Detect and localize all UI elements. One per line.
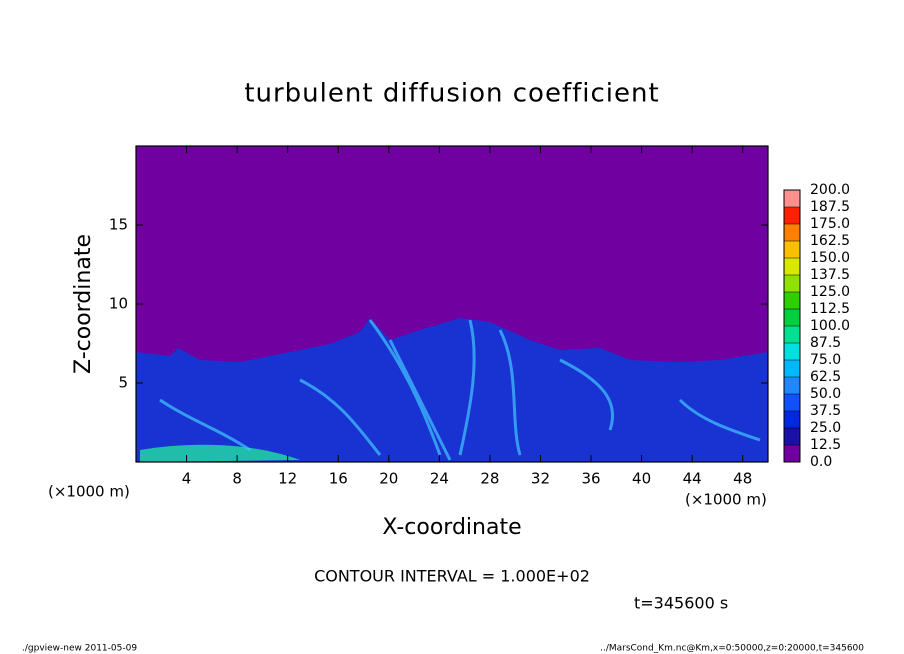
x-tick-label: 40	[632, 470, 651, 488]
footer-left: ./gpview-new 2011-05-09	[22, 644, 137, 654]
x-tick-label: 36	[581, 470, 600, 488]
colorbar-band	[784, 275, 800, 292]
colorbar-label: 150.0	[810, 250, 850, 266]
colorbar-band	[784, 190, 800, 207]
x-tick-label: 48	[733, 470, 752, 488]
annotation: t=345600 s	[634, 594, 728, 613]
x-tick-label: 8	[232, 470, 242, 488]
annotation: CONTOUR INTERVAL = 1.000E+02	[314, 567, 590, 586]
colorbar-label: 187.5	[810, 199, 850, 215]
colorbar-label: 0.0	[810, 454, 832, 470]
colorbar-band	[784, 445, 800, 462]
field-turbulence	[140, 444, 300, 462]
y-unit-label: (×1000 m)	[48, 483, 130, 501]
colorbar-label: 12.5	[810, 437, 841, 453]
colorbar-label: 162.5	[810, 233, 850, 249]
colorbar-label: 112.5	[810, 301, 850, 317]
y-tick-label: 5	[118, 374, 128, 392]
colorbar-label: 137.5	[810, 267, 850, 283]
colorbar-band	[784, 207, 800, 224]
colorbar-band	[784, 326, 800, 343]
x-tick-label: 20	[379, 470, 398, 488]
x-tick-label: 28	[480, 470, 499, 488]
colorbar-band	[784, 428, 800, 445]
colorbar-band	[784, 258, 800, 275]
field-plumes	[159, 319, 761, 461]
colorbar-label: 75.0	[810, 352, 841, 368]
colorbar-label: 50.0	[810, 386, 841, 402]
colorbar-label: 125.0	[810, 284, 850, 300]
x-tick-label: 4	[182, 470, 192, 488]
colorbar-band	[784, 360, 800, 377]
colorbar-band	[784, 377, 800, 394]
x-unit-label: (×1000 m)	[685, 491, 767, 509]
colorbar-band	[784, 411, 800, 428]
colorbar-label: 62.5	[810, 369, 841, 385]
y-axis-label: Z-coordinate	[71, 234, 96, 374]
colorbar-band	[784, 343, 800, 360]
colorbar-band	[784, 292, 800, 309]
y-tick-label: 10	[109, 295, 128, 313]
x-tick-label: 12	[278, 470, 297, 488]
colorbar-label: 100.0	[810, 318, 850, 334]
x-tick-label: 32	[531, 470, 550, 488]
colorbar-label: 87.5	[810, 335, 841, 351]
x-tick-label: 44	[683, 470, 702, 488]
y-tick-label: 15	[109, 216, 128, 234]
colorbar-label: 200.0	[810, 182, 850, 198]
colorbar-band	[784, 309, 800, 326]
footer-right: ../MarsCond_Km.nc@Km,x=0:50000,z=0:20000…	[600, 644, 864, 654]
x-tick-label: 16	[329, 470, 348, 488]
colorbar-label: 37.5	[810, 403, 841, 419]
x-tick-label: 24	[430, 470, 449, 488]
chart-title: turbulent diffusion coefficient	[244, 79, 659, 109]
colorbar-label: 25.0	[810, 420, 841, 436]
colorbar-band	[784, 241, 800, 258]
x-axis-label: X-coordinate	[382, 515, 521, 540]
colorbar-label: 175.0	[810, 216, 850, 232]
colorbar-band	[784, 394, 800, 411]
colorbar-band	[784, 224, 800, 241]
